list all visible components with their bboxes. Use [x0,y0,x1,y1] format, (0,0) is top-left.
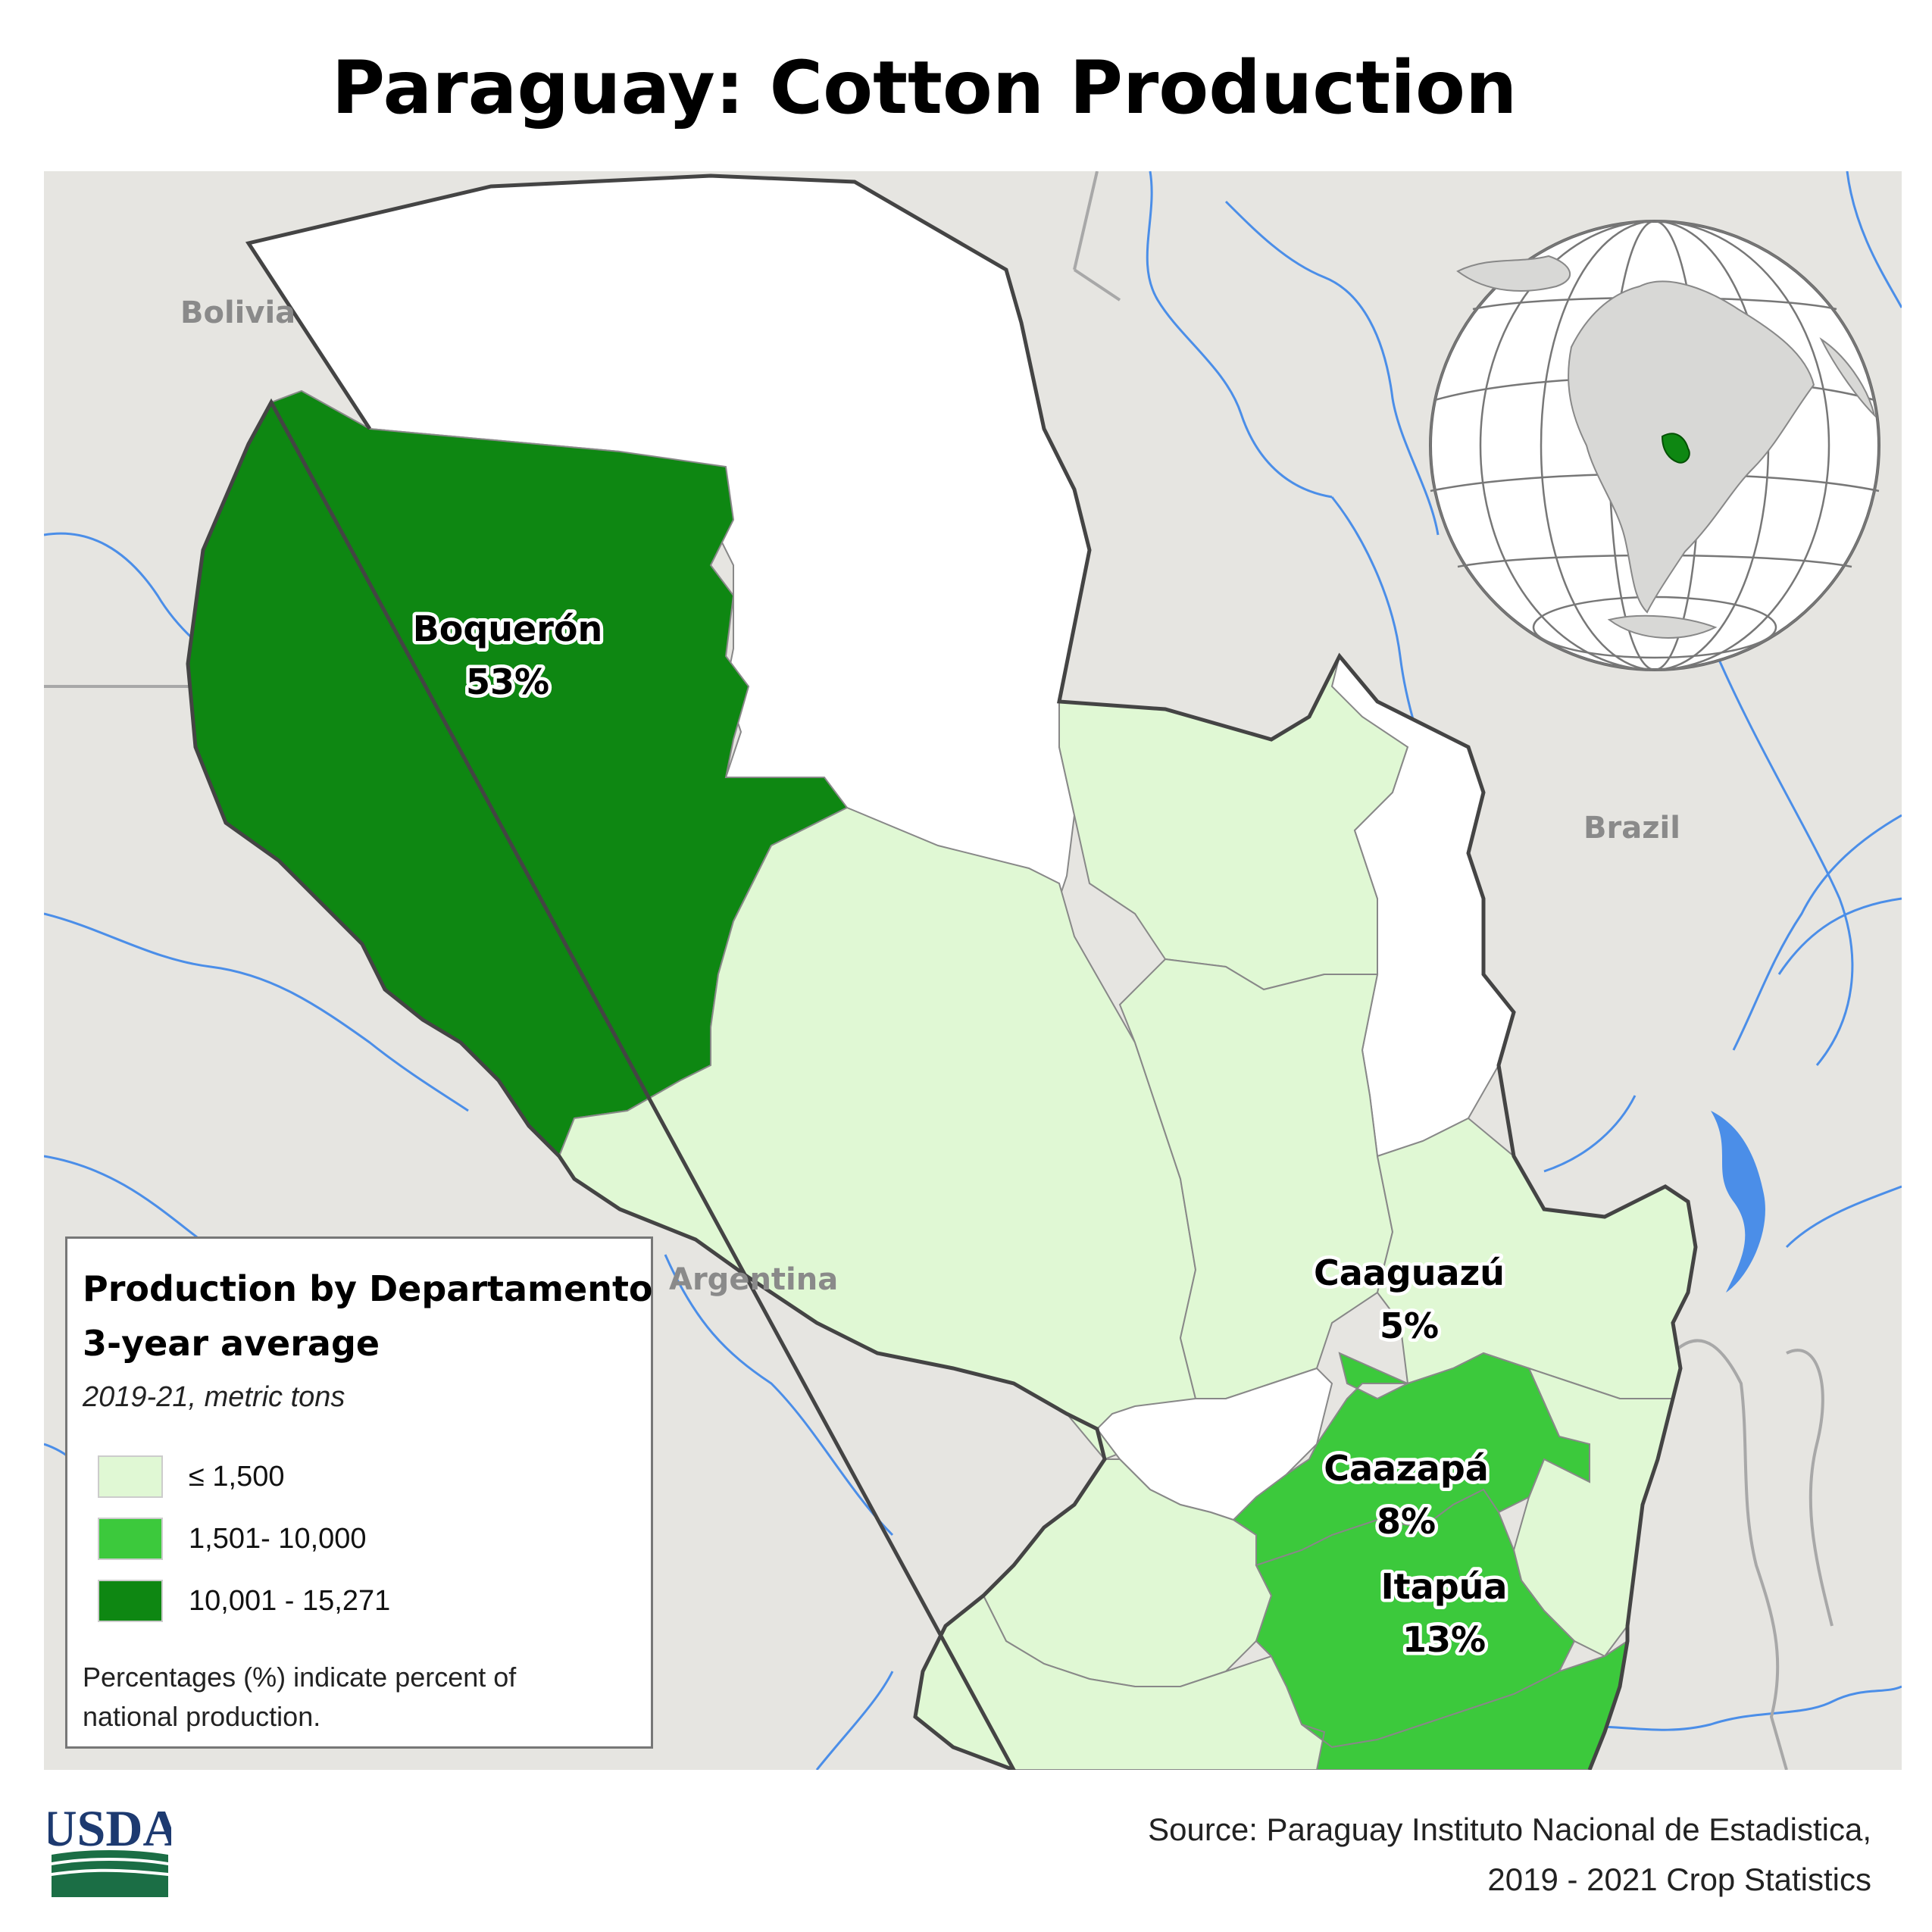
dept-guaira[interactable] [1096,1367,1333,1521]
page-title: Paraguay: Cotton Production [331,45,1518,130]
label-caaguazu-percent: 5% [1380,1305,1439,1346]
label-itapua-percent: 13% [1402,1619,1486,1660]
legend-title-line1: Production by Departamento [83,1268,653,1309]
paraguay-outline [186,174,1698,1770]
source-note: Source: Paraguay Instituto Nacional de E… [1148,1805,1871,1905]
label-argentina: Argentina [669,1262,838,1297]
usda-logo-text: USDA [48,1799,171,1857]
legend-note: Percentages (%) indicate percent of nati… [83,1662,517,1732]
legend-swatch-low [98,1455,163,1498]
paraguay-departments[interactable] [186,174,1697,1770]
label-boqueron-name: Boquerón [413,608,603,649]
dept-itapua[interactable] [1301,1639,1629,1770]
dept-caazapa[interactable] [1255,1488,1576,1749]
label-boqueron-percent: 53% [466,661,549,702]
label-itapua-name: Itapúa [1381,1566,1508,1607]
globe-locator-icon [1429,220,1880,671]
legend-label-mid: 1,501- 10,000 [189,1522,367,1555]
legend-items: ≤ 1,500 1,501- 10,000 10,001 - 15,271 [83,1446,651,1632]
source-line-2: 2019 - 2021 Crop Statistics [1487,1862,1871,1897]
label-bolivia: Bolivia [180,295,295,330]
legend-subtitle: 2019-21, metric tons [83,1381,345,1413]
legend-item-low: ≤ 1,500 [83,1446,651,1508]
legend-box: Production by Departamento 3-year averag… [65,1236,653,1749]
label-brazil: Brazil [1583,811,1680,846]
legend-item-high: 10,001 - 15,271 [83,1570,651,1632]
legend-swatch-mid [98,1518,163,1560]
map-canvas[interactable]: Bolivia Brazil Argentina Boquerón 53% Ca… [44,171,1902,1770]
legend-item-mid: 1,501- 10,000 [83,1508,651,1570]
legend-label-high: 10,001 - 15,271 [189,1584,391,1617]
reservoir [1711,1111,1765,1293]
legend-title-line2: 3-year average [83,1323,380,1364]
legend-label-low: ≤ 1,500 [189,1460,285,1493]
dept-san-pedro[interactable] [1118,958,1394,1399]
label-caaguazu-name: Caaguazú [1314,1252,1505,1293]
source-line-1: Source: Paraguay Instituto Nacional de E… [1148,1812,1871,1847]
usda-logo-icon: USDA [39,1799,180,1900]
legend-swatch-high [98,1580,163,1622]
label-caazapa-percent: 8% [1377,1501,1436,1542]
label-caazapa-name: Caazapá [1324,1448,1489,1489]
